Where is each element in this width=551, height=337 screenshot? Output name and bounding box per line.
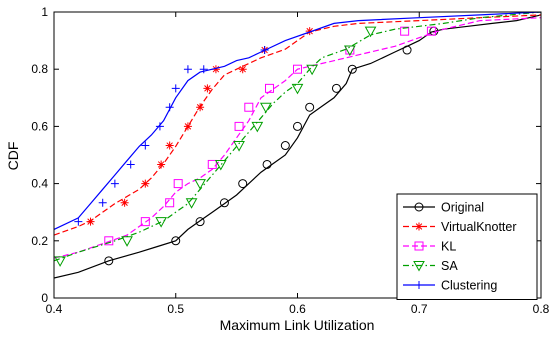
- y-tick-label: 0.8: [31, 62, 48, 76]
- series-kl: [54, 17, 541, 259]
- point-original: [219, 198, 229, 208]
- axes: 0.4 0.5 0.6 0.7 0.8 0 0.2 0.4 0.6 0.8 1: [31, 5, 549, 316]
- series-sa: [54, 12, 541, 267]
- legend-label: SA: [441, 259, 458, 273]
- point-kl: [173, 179, 183, 189]
- point-kl: [234, 121, 244, 131]
- point-clustering: [74, 217, 83, 226]
- series-line-clustering: [54, 12, 541, 230]
- point-original: [171, 236, 181, 246]
- y-tick-label: 0: [41, 291, 48, 305]
- legend-label: Clustering: [441, 279, 497, 293]
- point-virtualknotter: [305, 27, 314, 36]
- y-tick-label: 1: [41, 5, 48, 19]
- point-virtualknotter: [211, 65, 220, 74]
- y-axis-label: CDF: [5, 142, 21, 171]
- point-original: [293, 121, 302, 131]
- point-kl: [293, 64, 302, 74]
- point-kl: [264, 83, 274, 93]
- point-virtualknotter: [157, 160, 166, 169]
- point-clustering: [126, 160, 135, 169]
- point-sa: [121, 236, 133, 247]
- point-clustering: [165, 103, 174, 112]
- point-sa: [306, 64, 318, 76]
- x-tick-label: 0.7: [411, 302, 428, 316]
- point-virtualknotter: [238, 65, 247, 74]
- point-clustering: [98, 198, 107, 207]
- point-original: [238, 179, 248, 189]
- series-virtualknotter: [54, 14, 541, 236]
- point-virtualknotter: [196, 103, 205, 112]
- point-original: [195, 217, 205, 227]
- point-virtualknotter: [86, 217, 95, 226]
- point-sa: [214, 159, 227, 171]
- legend-marker: [415, 222, 423, 231]
- point-clustering: [183, 65, 192, 74]
- point-sa: [251, 121, 264, 133]
- point-sa: [344, 45, 356, 57]
- point-clustering: [171, 84, 180, 93]
- x-axis-label: Maximum Link Utilization: [220, 317, 375, 333]
- point-virtualknotter: [141, 179, 150, 188]
- point-virtualknotter: [120, 198, 129, 207]
- y-tick-label: 0.4: [31, 177, 48, 191]
- point-original: [305, 102, 315, 112]
- point-original: [331, 83, 341, 93]
- legend-entry-clustering: Clustering: [403, 279, 497, 293]
- legend-entry-sa: SA: [403, 259, 458, 273]
- point-kl: [400, 26, 410, 36]
- legend: Original VirtualKnotter KL SA Clustering: [396, 193, 538, 300]
- point-sa: [54, 256, 66, 267]
- legend-entry-kl: KL: [403, 240, 456, 254]
- legend-marker: [414, 202, 424, 212]
- point-sa: [364, 26, 377, 38]
- plot-area: [54, 12, 541, 279]
- point-original: [104, 256, 114, 266]
- point-clustering: [110, 179, 119, 188]
- point-kl: [140, 217, 150, 227]
- y-tick-label: 0.2: [31, 234, 48, 248]
- point-original: [280, 141, 290, 151]
- point-clustering: [141, 141, 150, 150]
- series-line-sa: [54, 12, 541, 262]
- legend-box: [396, 193, 538, 300]
- point-kl: [426, 26, 436, 36]
- point-sa: [185, 198, 198, 209]
- point-sa: [194, 179, 206, 190]
- point-sa: [233, 141, 245, 152]
- x-tick-label: 0.6: [289, 302, 306, 316]
- legend-marker: [413, 261, 425, 272]
- point-sa: [259, 102, 272, 114]
- series-clustering: [54, 12, 541, 230]
- point-virtualknotter: [203, 84, 212, 93]
- y-tick-label: 0.6: [31, 119, 48, 133]
- point-original: [402, 45, 412, 55]
- legend-label: KL: [441, 240, 456, 254]
- point-clustering: [155, 122, 164, 131]
- legend-label: VirtualKnotter: [441, 220, 517, 234]
- x-tick-label: 0.8: [533, 302, 550, 316]
- point-original: [347, 64, 357, 74]
- point-kl: [165, 198, 175, 208]
- x-tick-label: 0.5: [167, 302, 184, 316]
- point-clustering: [260, 46, 269, 55]
- legend-marker: [415, 281, 423, 289]
- point-kl: [104, 236, 114, 246]
- legend-entry-original: Original: [403, 201, 484, 215]
- legend-entry-virtualknotter: VirtualKnotter: [403, 220, 517, 234]
- point-virtualknotter: [183, 122, 192, 131]
- point-original: [262, 159, 272, 169]
- point-sa: [155, 217, 167, 228]
- series-line-virtualknotter: [54, 14, 541, 236]
- legend-label: Original: [441, 201, 484, 215]
- point-virtualknotter: [165, 141, 174, 150]
- point-clustering: [199, 65, 208, 74]
- point-kl: [207, 159, 217, 169]
- point-sa: [291, 83, 304, 95]
- legend-marker: [414, 241, 424, 251]
- x-tick-label: 0.4: [46, 302, 63, 316]
- point-kl: [244, 102, 254, 112]
